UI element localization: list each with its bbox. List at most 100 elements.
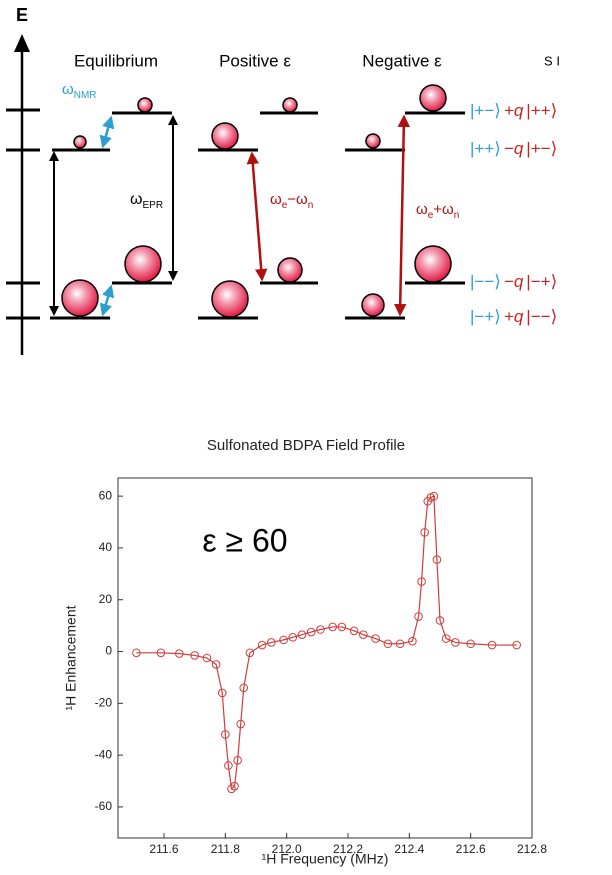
column-title: Negative ε bbox=[362, 51, 442, 70]
data-point bbox=[239, 683, 249, 693]
nmr-arrow bbox=[99, 115, 115, 149]
spin-state: |+−⟩ +q |++⟩ bbox=[470, 101, 557, 120]
state-part: |+−⟩ bbox=[470, 101, 501, 120]
data-point bbox=[132, 648, 141, 658]
data-point bbox=[435, 616, 445, 625]
nmr-arrow bbox=[99, 284, 115, 317]
subscript: e bbox=[428, 210, 434, 221]
y-tick-label: 40 bbox=[99, 540, 113, 554]
epr-label: ωEPR bbox=[130, 191, 163, 210]
label-part: +ω bbox=[433, 201, 454, 218]
data-point bbox=[267, 638, 276, 647]
data-point bbox=[217, 688, 227, 698]
y-tick-label: 0 bbox=[105, 644, 112, 658]
energy-label: E bbox=[16, 5, 28, 25]
data-point bbox=[224, 761, 233, 770]
data-point bbox=[316, 625, 325, 634]
state-part: −q bbox=[504, 272, 524, 291]
state-part: |−−⟩ bbox=[470, 272, 501, 291]
spin-state: |−+⟩ +q |−−⟩ bbox=[470, 307, 557, 326]
positive-label: ωe−ωn bbox=[270, 191, 313, 211]
data-point bbox=[288, 632, 298, 642]
label-part: ω bbox=[270, 191, 282, 208]
data-point bbox=[175, 649, 184, 658]
data-point bbox=[395, 639, 405, 649]
label-part: −ω bbox=[287, 191, 308, 208]
data-point bbox=[211, 660, 221, 669]
data-point bbox=[432, 555, 442, 564]
data-point bbox=[245, 648, 255, 658]
x-tick-label: 211.8 bbox=[211, 842, 240, 856]
y-tick-label: 20 bbox=[99, 592, 113, 606]
data-point bbox=[420, 528, 429, 537]
spin-header: S I bbox=[544, 53, 560, 68]
subscript: n bbox=[308, 200, 314, 211]
axis-arrow bbox=[14, 34, 30, 52]
x-tick-label: 212.0 bbox=[272, 842, 302, 856]
data-line bbox=[136, 495, 517, 790]
chart-title: Sulfonated BDPA Field Profile bbox=[207, 437, 405, 454]
data-point bbox=[349, 626, 359, 636]
dnp-arrow bbox=[246, 151, 268, 282]
data-point bbox=[441, 634, 451, 643]
y-tick-label: -40 bbox=[95, 747, 113, 761]
column-title: Equilibrium bbox=[74, 51, 158, 70]
x-tick-label: 211.6 bbox=[149, 842, 178, 856]
annotation: ε ≥ 60 bbox=[202, 522, 287, 558]
data-point bbox=[328, 622, 337, 632]
state-part: −q bbox=[504, 139, 524, 158]
chart: Sulfonated BDPA Field Profile ε ≥ 60 ¹H … bbox=[63, 437, 548, 867]
negative-label: ωe+ωn bbox=[416, 201, 459, 221]
state-part: +q bbox=[504, 101, 524, 120]
y-tick-label: -20 bbox=[95, 695, 113, 709]
data-point bbox=[306, 627, 316, 637]
x-tick-label: 212.4 bbox=[394, 842, 424, 856]
x-tick-label: 212.8 bbox=[517, 842, 547, 856]
data-point bbox=[359, 630, 368, 639]
energy-diagram: E Equilibrium Positive ε Negative ε S I bbox=[6, 5, 560, 355]
nmr-label: ωNMR bbox=[62, 81, 97, 101]
label-part: ω bbox=[62, 81, 74, 98]
data-point bbox=[279, 635, 288, 645]
data-point bbox=[297, 630, 307, 639]
data-point bbox=[408, 636, 417, 646]
column-title: Positive ε bbox=[219, 51, 291, 70]
state-part: |++⟩ bbox=[470, 139, 501, 158]
data-point bbox=[383, 639, 393, 649]
y-tick-label: 60 bbox=[99, 488, 113, 502]
data-point bbox=[512, 640, 521, 650]
data-point bbox=[257, 640, 267, 650]
axis-ticks bbox=[6, 108, 40, 320]
x-axis-title: ¹H Frequency (MHz) bbox=[262, 851, 389, 867]
data-point bbox=[414, 612, 423, 621]
data-point bbox=[190, 651, 199, 660]
data-point bbox=[451, 638, 460, 647]
dnp-arrow bbox=[393, 114, 411, 317]
data-point bbox=[466, 639, 475, 649]
data-point bbox=[202, 653, 212, 663]
data-point bbox=[417, 577, 426, 586]
state-part: |−+⟩ bbox=[526, 272, 557, 291]
y-axis-title: ¹H Enhancement bbox=[63, 605, 79, 710]
spin-state: |++⟩ −q |+−⟩ bbox=[470, 139, 557, 158]
data-point bbox=[227, 784, 236, 794]
label-part: ω bbox=[416, 201, 428, 218]
data-point bbox=[233, 756, 242, 765]
data-point bbox=[487, 640, 497, 650]
state-part: |+−⟩ bbox=[526, 139, 557, 158]
data-point bbox=[236, 719, 245, 729]
data-point bbox=[371, 634, 380, 643]
data-point bbox=[156, 648, 166, 658]
state-part: +q bbox=[504, 307, 524, 326]
subscript: EPR bbox=[143, 200, 164, 211]
subscript: n bbox=[454, 210, 460, 221]
data-point bbox=[429, 491, 439, 501]
state-part: |−−⟩ bbox=[526, 307, 557, 326]
spin-state: |−−⟩ −q |−+⟩ bbox=[470, 272, 557, 291]
x-tick-label: 212.6 bbox=[456, 842, 486, 856]
subscript: NMR bbox=[74, 90, 97, 101]
state-part: |−+⟩ bbox=[470, 307, 501, 326]
subscript: e bbox=[282, 200, 288, 211]
label-part: ω bbox=[130, 191, 143, 208]
